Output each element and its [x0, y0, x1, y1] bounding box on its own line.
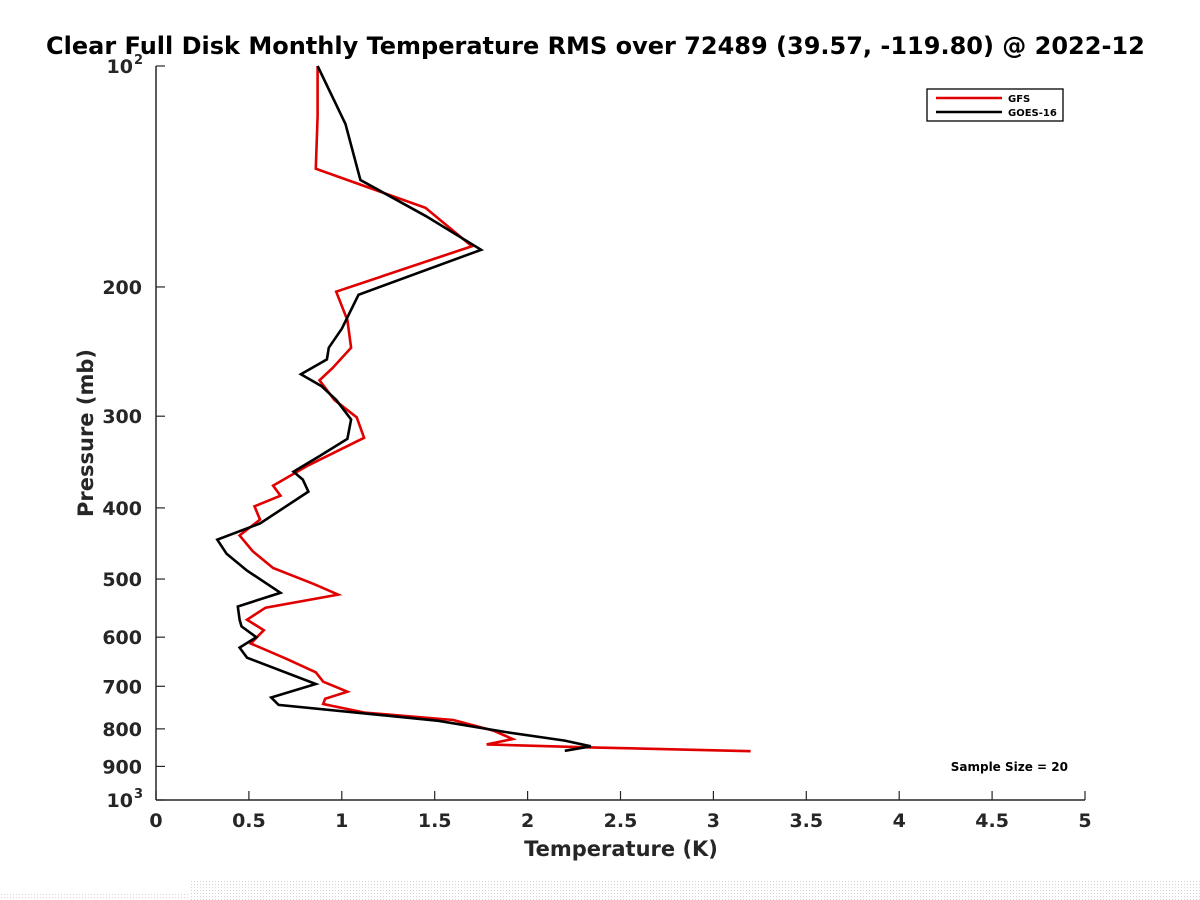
x-tick-label: 2	[521, 810, 534, 832]
series-line-goes-16	[215, 65, 592, 753]
y-tick-exponent: 3	[134, 787, 143, 802]
x-tick-label: 1.5	[418, 810, 452, 832]
y-axis-label: Pressure (mb)	[74, 349, 98, 517]
sample-size-annotation: Sample Size = 20	[951, 760, 1068, 774]
y-tick-label: 300	[102, 406, 142, 428]
x-tick-label: 1	[335, 810, 348, 832]
y-tick-label: 10	[107, 56, 133, 78]
legend: GFS GOES-16	[926, 88, 1064, 122]
y-tick-exponent: 2	[134, 53, 143, 68]
y-tick-label: 200	[102, 277, 142, 299]
x-tick-label: 3.5	[789, 810, 823, 832]
legend-label: GOES-16	[1008, 108, 1057, 119]
bottom-dotted-band-left	[0, 893, 190, 900]
x-tick-label: 4	[893, 810, 906, 832]
y-tick-label: 600	[102, 627, 142, 649]
x-tick-label: 5	[1078, 810, 1091, 832]
y-tick-label: 500	[102, 569, 142, 591]
y-tick-label: 900	[102, 756, 142, 778]
x-tick-label: 4.5	[975, 810, 1009, 832]
y-tick-label: 400	[102, 498, 142, 520]
y-tick-label: 700	[102, 676, 142, 698]
x-tick-label: 3	[707, 810, 720, 832]
bottom-dotted-band	[190, 880, 1200, 900]
x-axis-label: Temperature (K)	[524, 837, 718, 861]
series-line-gfs	[237, 66, 751, 753]
y-tick-label: 800	[102, 719, 142, 741]
plot-area: 0 0.5 1 1.5 2 2.5 3 3.5 4 4.5 510 22003004005006007…	[102, 53, 1091, 832]
y-tick-label: 10	[107, 790, 133, 812]
legend-box	[926, 88, 1064, 122]
x-tick-label: 0.5	[232, 810, 266, 832]
chart-title: Clear Full Disk Monthly Temperature RMS …	[46, 32, 1145, 60]
legend-label: GFS	[1008, 94, 1030, 105]
x-tick-label: 2.5	[604, 810, 638, 832]
x-tick-label: 0	[149, 810, 162, 832]
